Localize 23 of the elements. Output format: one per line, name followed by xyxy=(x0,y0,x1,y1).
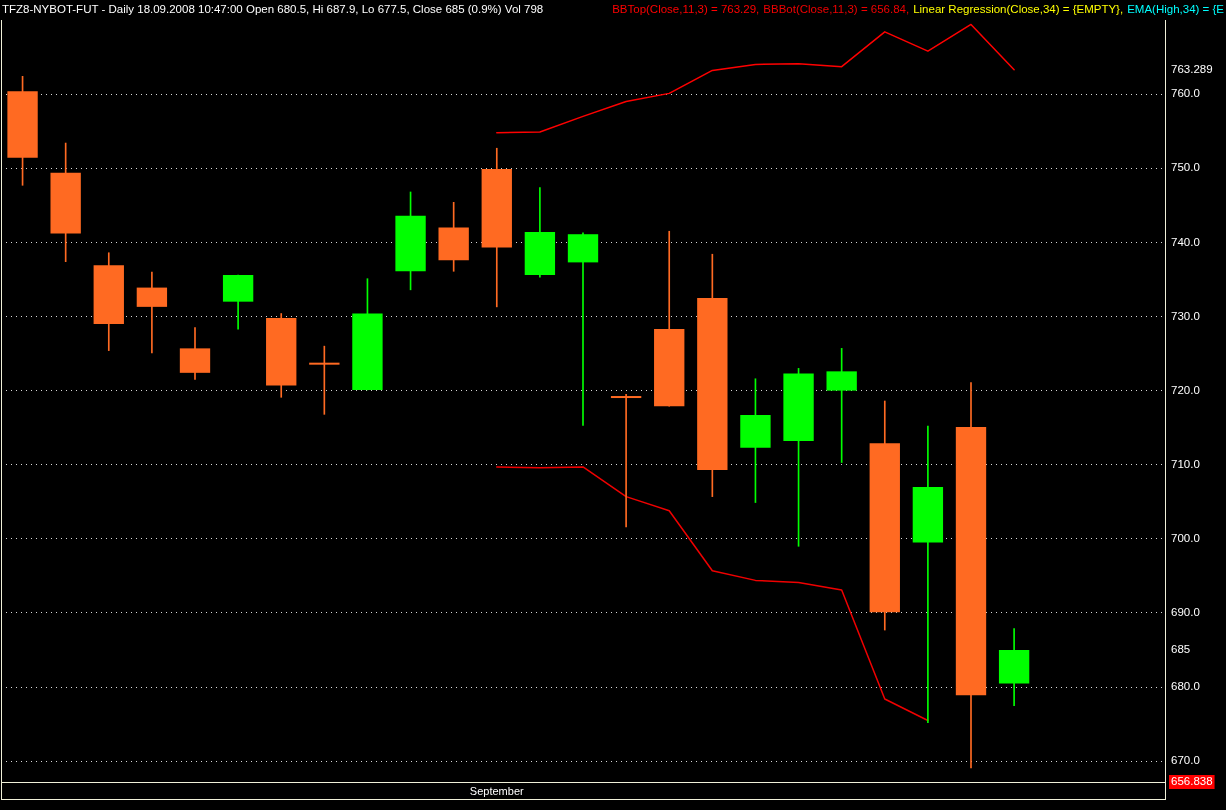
text: BBTop(Close,11,3) = 763.29, xyxy=(612,2,760,16)
y-tick-label: 685 xyxy=(1171,643,1191,656)
y-tick-label: 670.0 xyxy=(1171,754,1200,767)
y-tick-label: 760.0 xyxy=(1171,87,1200,100)
text: BBBot(Close,11,3) = 656.84, xyxy=(763,2,910,16)
y-tick-label: 710.0 xyxy=(1171,457,1200,470)
candlestick xyxy=(567,232,599,426)
y-tick-label: 763.289 xyxy=(1171,62,1213,75)
x-tick-label: September xyxy=(469,784,525,797)
legend-label: EMA(High,34) = {E xyxy=(1127,2,1224,16)
candlestick xyxy=(136,271,168,354)
text: 656.838 xyxy=(1171,775,1213,788)
y-tick-label: 720.0 xyxy=(1171,383,1200,396)
y-tick-label: 690.0 xyxy=(1171,606,1200,619)
legend-label: Linear Regression(Close,34) = {EMPTY}, xyxy=(913,2,1124,16)
y-tick-label: 730.0 xyxy=(1171,309,1200,322)
candlestick xyxy=(610,394,642,528)
candlestick xyxy=(912,425,944,724)
y-tick-label: 680.0 xyxy=(1171,680,1200,693)
y-tick-label: 700.0 xyxy=(1171,532,1200,545)
y-tick-label: 740.0 xyxy=(1171,235,1200,248)
y-tick-label: 750.0 xyxy=(1171,161,1200,174)
chart-title: TFZ8-NYBOT-FUT - Daily 18.09.2008 10:47:00 Open 680.5, Hi 687.9, Lo 677.5, Close 685 (0.9%) Vol 798 xyxy=(2,2,544,16)
